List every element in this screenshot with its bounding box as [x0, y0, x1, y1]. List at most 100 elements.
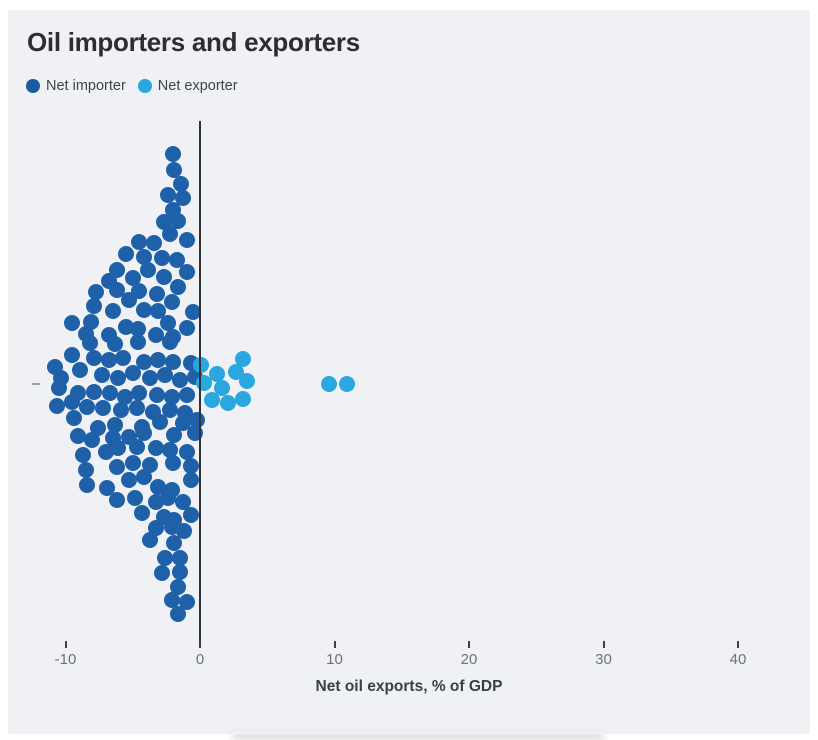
importer-dot[interactable] — [182, 507, 199, 523]
importer-dot[interactable] — [131, 234, 148, 250]
importer-dot[interactable] — [147, 440, 164, 456]
importer-dot[interactable] — [166, 535, 183, 551]
importer-dot[interactable] — [165, 354, 182, 370]
importer-dot[interactable] — [166, 427, 183, 443]
importer-dot[interactable] — [170, 279, 187, 295]
importer-dot[interactable] — [154, 565, 171, 581]
importer-dot[interactable] — [147, 494, 164, 510]
importer-dot[interactable] — [147, 327, 164, 343]
importer-dot[interactable] — [182, 472, 199, 488]
importer-dot[interactable] — [162, 442, 179, 458]
importer-dot[interactable] — [154, 250, 171, 266]
importer-dot[interactable] — [95, 400, 112, 416]
importer-dot[interactable] — [64, 394, 81, 410]
importer-dot[interactable] — [163, 389, 180, 405]
importer-dot[interactable] — [85, 298, 102, 314]
importer-dot[interactable] — [127, 490, 144, 506]
importer-dot[interactable] — [185, 304, 202, 320]
importer-dot[interactable] — [135, 354, 152, 370]
importer-dot[interactable] — [85, 350, 102, 366]
importer-dot[interactable] — [131, 385, 148, 401]
importer-dot[interactable] — [170, 213, 187, 229]
importer-dot[interactable] — [88, 284, 105, 300]
importer-dot[interactable] — [81, 335, 98, 351]
importer-dot[interactable] — [135, 425, 152, 441]
importer-dot[interactable] — [64, 315, 81, 331]
importer-dot[interactable] — [124, 270, 141, 286]
importer-dot[interactable] — [108, 282, 125, 298]
importer-dot[interactable] — [178, 594, 195, 610]
importer-dot[interactable] — [135, 302, 152, 318]
importer-dot[interactable] — [171, 550, 188, 566]
importer-dot[interactable] — [150, 303, 167, 319]
importer-dot[interactable] — [182, 458, 199, 474]
importer-dot[interactable] — [170, 579, 187, 595]
exporter-dot[interactable] — [209, 366, 226, 382]
importer-dot[interactable] — [178, 444, 195, 460]
importer-dot[interactable] — [163, 294, 180, 310]
importer-dot[interactable] — [134, 505, 151, 521]
importer-dot[interactable] — [186, 425, 203, 441]
importer-dot[interactable] — [171, 372, 188, 388]
importer-dot[interactable] — [162, 402, 179, 418]
exporter-dot[interactable] — [235, 391, 252, 407]
exporter-dot[interactable] — [235, 351, 252, 367]
importer-dot[interactable] — [107, 417, 124, 433]
importer-dot[interactable] — [124, 365, 141, 381]
importer-dot[interactable] — [178, 264, 195, 280]
exporter-dot[interactable] — [220, 395, 237, 411]
importer-dot[interactable] — [173, 176, 190, 192]
importer-dot[interactable] — [50, 380, 67, 396]
importer-dot[interactable] — [77, 462, 94, 478]
importer-dot[interactable] — [120, 292, 137, 308]
exporter-dot[interactable] — [204, 392, 221, 408]
importer-dot[interactable] — [169, 252, 186, 268]
importer-dot[interactable] — [189, 412, 206, 428]
importer-dot[interactable] — [178, 387, 195, 403]
importer-dot[interactable] — [142, 532, 159, 548]
importer-dot[interactable] — [178, 232, 195, 248]
importer-dot[interactable] — [130, 321, 147, 337]
importer-dot[interactable] — [112, 402, 129, 418]
importer-dot[interactable] — [130, 334, 147, 350]
importer-dot[interactable] — [128, 439, 145, 455]
importer-dot[interactable] — [150, 352, 167, 368]
importer-dot[interactable] — [178, 320, 195, 336]
legend-item-net-importer[interactable]: Net importer — [26, 78, 126, 94]
importer-dot[interactable] — [84, 432, 101, 448]
importer-dot[interactable] — [124, 455, 141, 471]
importer-dot[interactable] — [85, 384, 102, 400]
importer-dot[interactable] — [159, 490, 176, 506]
importer-dot[interactable] — [93, 367, 110, 383]
importer-dot[interactable] — [69, 428, 86, 444]
importer-dot[interactable] — [157, 550, 174, 566]
importer-dot[interactable] — [157, 367, 174, 383]
importer-dot[interactable] — [108, 492, 125, 508]
importer-dot[interactable] — [174, 494, 191, 510]
importer-dot[interactable] — [139, 262, 156, 278]
legend-item-net-exporter[interactable]: Net exporter — [137, 78, 238, 94]
importer-dot[interactable] — [109, 370, 126, 386]
importer-dot[interactable] — [135, 469, 152, 485]
importer-dot[interactable] — [108, 459, 125, 475]
importer-dot[interactable] — [118, 319, 135, 335]
importer-dot[interactable] — [142, 370, 159, 386]
importer-dot[interactable] — [128, 400, 145, 416]
importer-dot[interactable] — [165, 146, 182, 162]
importer-dot[interactable] — [65, 410, 82, 426]
importer-dot[interactable] — [175, 523, 192, 539]
importer-dot[interactable] — [118, 246, 135, 262]
importer-dot[interactable] — [155, 269, 172, 285]
importer-dot[interactable] — [72, 362, 89, 378]
exporter-dot[interactable] — [239, 373, 256, 389]
importer-dot[interactable] — [159, 187, 176, 203]
importer-dot[interactable] — [163, 592, 180, 608]
importer-dot[interactable] — [79, 399, 96, 415]
importer-dot[interactable] — [146, 235, 163, 251]
importer-dot[interactable] — [148, 286, 165, 302]
exporter-dot[interactable] — [193, 357, 210, 373]
importer-dot[interactable] — [99, 480, 116, 496]
importer-dot[interactable] — [174, 190, 191, 206]
exporter-dot[interactable] — [213, 380, 230, 396]
importer-dot[interactable] — [170, 606, 187, 622]
